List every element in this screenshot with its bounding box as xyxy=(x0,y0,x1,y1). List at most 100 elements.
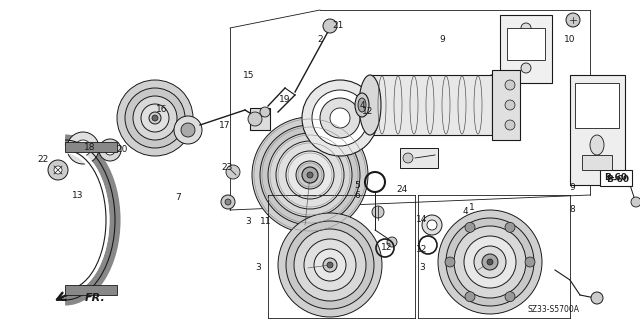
Circle shape xyxy=(294,229,366,301)
Circle shape xyxy=(80,145,86,151)
Bar xyxy=(400,148,438,168)
Ellipse shape xyxy=(355,93,369,117)
Ellipse shape xyxy=(481,75,503,135)
Text: 3: 3 xyxy=(255,263,261,272)
Text: 24: 24 xyxy=(396,186,408,195)
Text: 7: 7 xyxy=(175,194,181,203)
Circle shape xyxy=(320,98,360,138)
Text: 18: 18 xyxy=(84,144,96,152)
Circle shape xyxy=(149,112,161,124)
Circle shape xyxy=(487,259,493,265)
Bar xyxy=(600,170,632,186)
Text: 16: 16 xyxy=(156,106,168,115)
Circle shape xyxy=(525,257,535,267)
Ellipse shape xyxy=(590,135,604,155)
Circle shape xyxy=(268,133,352,217)
Circle shape xyxy=(505,80,515,90)
Circle shape xyxy=(286,221,374,309)
Circle shape xyxy=(252,117,368,233)
Text: 5: 5 xyxy=(354,181,360,189)
Circle shape xyxy=(438,210,542,314)
Circle shape xyxy=(323,19,337,33)
Text: SZ33-S5700A: SZ33-S5700A xyxy=(528,306,580,315)
Circle shape xyxy=(566,13,580,27)
Bar xyxy=(250,108,270,130)
Text: 12: 12 xyxy=(362,108,374,116)
Circle shape xyxy=(314,249,346,281)
Text: 9: 9 xyxy=(569,183,575,192)
Text: 17: 17 xyxy=(220,121,231,130)
Circle shape xyxy=(505,120,515,130)
Text: FR.: FR. xyxy=(85,293,106,303)
Circle shape xyxy=(631,197,640,207)
Text: B-60: B-60 xyxy=(605,174,627,182)
Text: B-60: B-60 xyxy=(607,175,630,184)
Bar xyxy=(582,155,612,170)
Circle shape xyxy=(505,100,515,110)
Circle shape xyxy=(152,115,158,121)
Circle shape xyxy=(302,80,378,156)
Text: 15: 15 xyxy=(243,70,255,79)
Circle shape xyxy=(286,151,334,199)
Circle shape xyxy=(304,169,316,181)
Text: 19: 19 xyxy=(279,95,291,105)
Circle shape xyxy=(505,222,515,232)
Circle shape xyxy=(482,254,498,270)
Circle shape xyxy=(521,63,531,73)
Bar xyxy=(492,70,520,140)
Circle shape xyxy=(465,292,475,302)
Circle shape xyxy=(260,107,270,117)
Circle shape xyxy=(99,139,121,161)
Circle shape xyxy=(372,206,384,218)
Text: 2: 2 xyxy=(317,35,323,44)
Circle shape xyxy=(276,141,344,209)
Ellipse shape xyxy=(358,98,366,112)
Text: 3: 3 xyxy=(419,263,425,272)
Circle shape xyxy=(54,166,62,174)
Text: 12: 12 xyxy=(416,246,428,255)
Circle shape xyxy=(48,160,68,180)
Circle shape xyxy=(248,112,262,126)
Circle shape xyxy=(307,172,313,178)
Circle shape xyxy=(465,222,475,232)
Text: 3: 3 xyxy=(245,218,251,226)
Text: 14: 14 xyxy=(416,216,428,225)
Circle shape xyxy=(278,213,382,317)
Bar xyxy=(507,28,545,60)
Circle shape xyxy=(181,123,195,137)
Bar xyxy=(575,83,619,128)
Bar xyxy=(370,75,492,135)
Circle shape xyxy=(403,153,413,163)
Circle shape xyxy=(174,116,202,144)
Circle shape xyxy=(446,218,534,306)
Text: 8: 8 xyxy=(569,205,575,214)
Circle shape xyxy=(427,220,437,230)
Circle shape xyxy=(226,165,240,179)
Circle shape xyxy=(302,167,318,183)
Circle shape xyxy=(125,88,185,148)
Text: 9: 9 xyxy=(439,35,445,44)
Circle shape xyxy=(521,23,531,33)
Text: 11: 11 xyxy=(260,218,272,226)
Bar xyxy=(500,15,552,83)
Text: 6: 6 xyxy=(354,190,360,199)
Circle shape xyxy=(67,132,99,164)
Bar xyxy=(65,285,117,295)
Circle shape xyxy=(133,96,177,140)
Text: 12: 12 xyxy=(381,243,393,253)
Circle shape xyxy=(323,258,337,272)
Circle shape xyxy=(225,199,231,205)
Circle shape xyxy=(327,262,333,268)
Bar xyxy=(570,75,625,185)
Text: 22: 22 xyxy=(37,155,49,165)
Circle shape xyxy=(141,104,169,132)
Circle shape xyxy=(304,239,356,291)
Circle shape xyxy=(445,257,455,267)
Circle shape xyxy=(422,215,442,235)
Text: 1: 1 xyxy=(469,204,475,212)
Text: 21: 21 xyxy=(332,20,344,29)
Circle shape xyxy=(117,80,193,156)
Circle shape xyxy=(330,108,350,128)
Circle shape xyxy=(75,140,91,156)
Text: 13: 13 xyxy=(72,190,84,199)
